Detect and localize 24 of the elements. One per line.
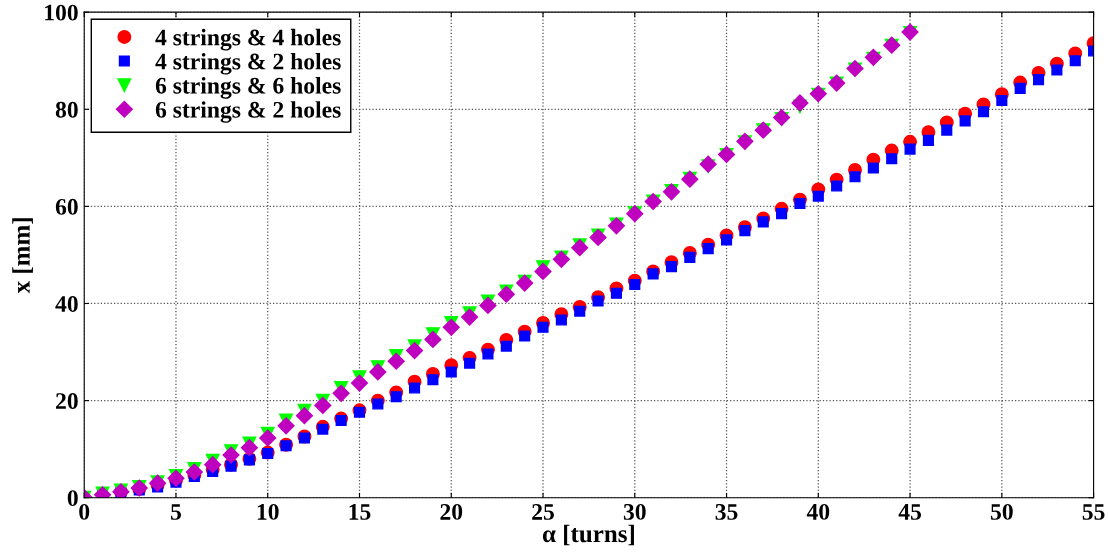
x-tick-label: 15 [349,504,371,520]
x-tick-label: 0 [79,503,90,520]
x-tick-label: 45 [898,504,922,520]
x-tick-label: 25 [532,504,554,520]
y-tick-label: 100 [45,4,78,21]
x-tick-label: 30 [623,503,646,520]
y-tick-label: 60 [55,198,78,215]
y-tick-label: 20 [56,393,78,410]
y-tick-label: 0 [67,490,78,507]
x-tick-label: 5 [171,504,182,520]
legend-label: 4 strings & 4 holes [155,28,341,51]
x-tick-label: 50 [990,503,1013,520]
x-tick-label: 40 [806,503,830,520]
x-tick-label: 35 [715,504,738,520]
x-tick-label: 55 [1082,504,1105,520]
legend-label: 4 strings & 2 holes [155,52,341,75]
legend-label: 6 strings & 6 holes [155,77,341,99]
y-tick-label: 40 [55,295,78,312]
y-axis-title: x [mm] [12,218,33,294]
x-axis-title: α [turns] [542,524,634,546]
y-tick-label: 80 [55,101,78,118]
x-tick-label: 10 [257,503,279,520]
legend-label: 6 strings & 2 holes [155,101,341,123]
x-tick-label: 20 [440,503,463,520]
